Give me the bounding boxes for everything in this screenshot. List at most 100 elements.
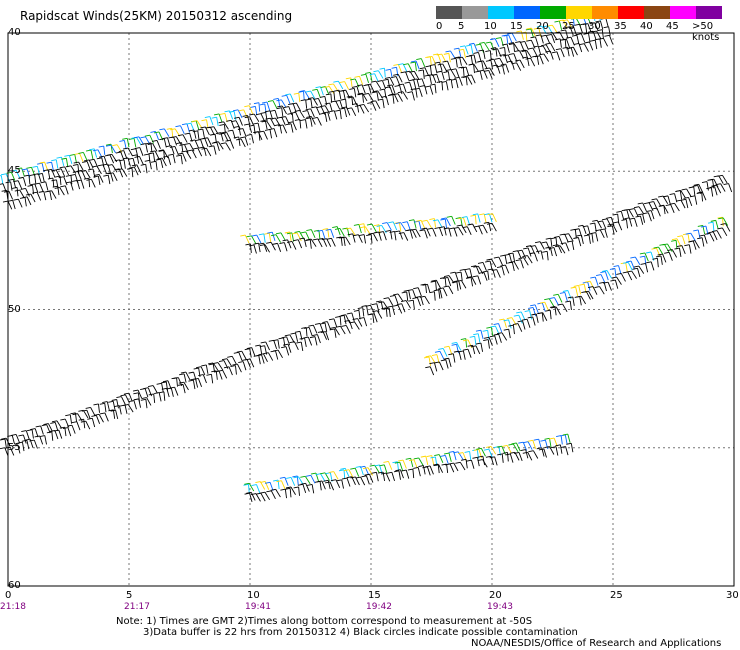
wind-barb-flag (283, 106, 289, 108)
x-tick-label: 10 (247, 590, 260, 601)
wind-barb-flag (305, 98, 311, 101)
wind-barb-flag (373, 231, 379, 234)
wind-barb-flag (363, 92, 369, 95)
wind-barb (441, 71, 445, 81)
wind-barb-flag (385, 68, 391, 71)
wind-barb-flag (159, 128, 165, 131)
wind-barb-flag (293, 476, 299, 479)
wind-barb (263, 233, 266, 243)
wind-barb (405, 469, 410, 479)
wind-barb (266, 101, 271, 111)
wind-barb (491, 223, 497, 232)
wind-barb-flag (330, 479, 337, 482)
wind-barb-flag (381, 472, 387, 475)
wind-barb (439, 361, 444, 371)
wind-barb-flag (263, 352, 269, 355)
wind-barb (321, 480, 326, 490)
wind-barb-flag (355, 466, 361, 468)
wind-barb-flag (723, 183, 729, 186)
wind-barb (339, 228, 345, 237)
wind-barb (340, 236, 343, 246)
wind-barb-flag (689, 195, 696, 198)
wind-barb (638, 206, 645, 215)
wind-barb (285, 116, 290, 125)
wind-barb-flag (423, 356, 430, 359)
wind-barb (270, 117, 276, 127)
wind-barb-flag (352, 103, 358, 105)
wind-barb-flag (441, 463, 447, 466)
wind-barb (501, 332, 508, 341)
wind-barb-flag (709, 186, 715, 189)
wind-barb (290, 477, 296, 486)
wind-barb (501, 266, 505, 276)
wind-barb (429, 74, 432, 84)
wind-barb-flag (223, 366, 230, 369)
wind-barb-flag (211, 370, 217, 373)
wind-barb (490, 60, 493, 70)
wind-barb (516, 442, 521, 452)
wind-barb (532, 440, 537, 449)
wind-barb (344, 108, 347, 118)
wind-barb-flag (324, 481, 331, 484)
wind-barb (679, 190, 683, 200)
wind-barb (415, 60, 420, 70)
colorbar-label: 35 (614, 21, 627, 32)
wind-barb (206, 147, 212, 157)
wind-barb (517, 323, 523, 332)
wind-barb-flag (177, 152, 183, 155)
wind-barb-flag (497, 453, 503, 456)
wind-barb (490, 446, 497, 455)
wind-barb (438, 289, 441, 299)
wind-barb (120, 151, 125, 161)
wind-barb (508, 319, 512, 329)
wind-barb-flag (266, 490, 272, 493)
wind-barb-flag (693, 183, 699, 186)
wind-barb (610, 217, 615, 226)
wind-barb-flag (434, 454, 440, 457)
wind-barb (360, 476, 366, 486)
wind-barb-flag (329, 110, 335, 113)
wind-barb (152, 152, 156, 162)
wind-barb (397, 305, 403, 314)
wind-barb (570, 37, 575, 46)
wind-barb-flag (453, 350, 460, 353)
wind-barb-flag (118, 150, 124, 153)
wind-barb (470, 44, 474, 54)
wind-barb (553, 247, 558, 257)
wind-barb-flag (635, 215, 641, 218)
wind-barb (341, 479, 344, 489)
wind-barb-flag (265, 117, 271, 120)
wind-barb-flag (188, 129, 195, 132)
wind-barb (163, 391, 166, 401)
wind-barb-flag (258, 353, 264, 356)
wind-barb-flag (373, 70, 379, 73)
wind-barb (663, 205, 669, 214)
wind-barb (728, 183, 733, 193)
wind-barb-flag (158, 149, 164, 152)
wind-barb-flag (72, 179, 78, 182)
wind-barb-flag (461, 75, 467, 78)
wind-barb (480, 342, 484, 352)
wind-barb (185, 150, 192, 160)
wind-barb (375, 100, 381, 109)
wind-barb-flag (494, 57, 500, 60)
wind-barb (256, 484, 261, 494)
wind-barb (367, 467, 373, 476)
wind-barb (394, 295, 399, 305)
wind-barb-flag (464, 268, 470, 271)
wind-barb (138, 136, 145, 145)
wind-barb (213, 363, 219, 372)
wind-barb-flag (419, 295, 425, 298)
wind-barb (350, 227, 356, 236)
wind-barb (34, 174, 37, 184)
wind-barb (448, 285, 454, 295)
wind-barb-flag (11, 186, 18, 189)
wind-barb (200, 366, 206, 376)
wind-barb-flag (340, 314, 346, 317)
wind-barb-flag (717, 216, 723, 219)
wind-barb-flag (508, 324, 514, 327)
wind-barb (310, 117, 313, 127)
wind-barb (238, 136, 241, 146)
wind-barb-flag (229, 110, 235, 113)
wind-barb (448, 346, 453, 355)
